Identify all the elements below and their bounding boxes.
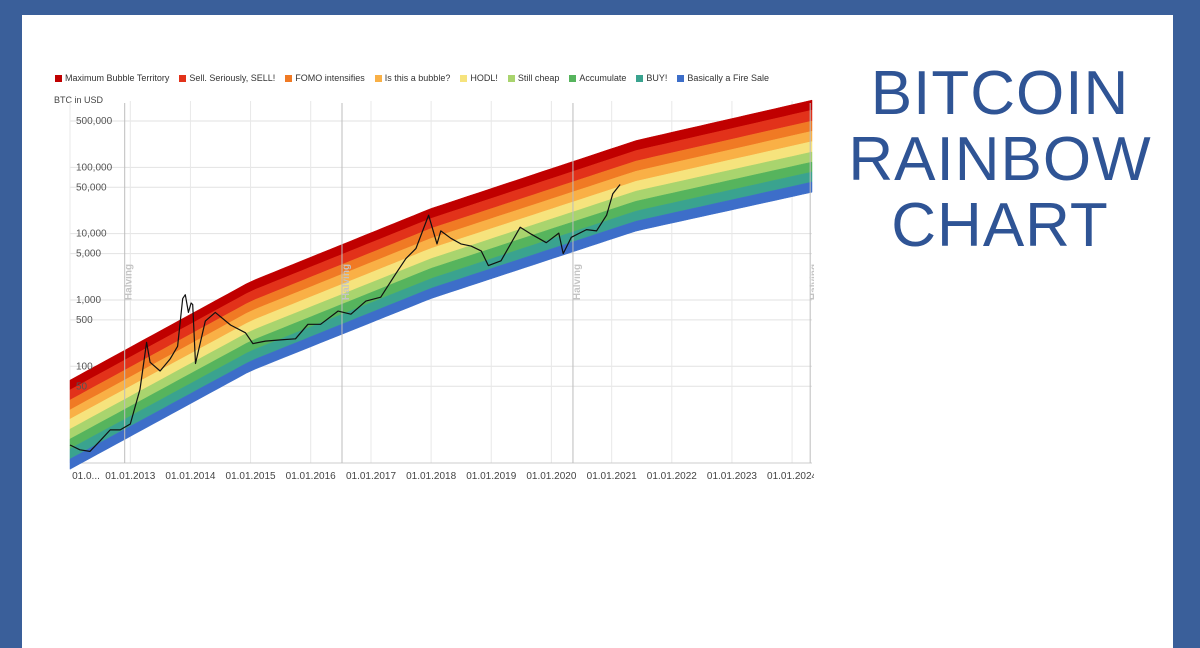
legend: Maximum Bubble Territory Sell. Seriously,… xyxy=(55,71,805,85)
y-tick-labels: 500,000 100,000 50,000 10,000 5,000 1,000 500 1… xyxy=(76,116,113,392)
legend-swatch-8 xyxy=(677,74,685,82)
legend-item-8: Basically a Fire Sale xyxy=(677,73,769,83)
halving-label-3: Halving xyxy=(809,264,814,300)
halving-label-1: Halving xyxy=(341,264,352,300)
legend-label-7: BUY! xyxy=(646,73,668,83)
x-tick-label-2: 01.01.2014 xyxy=(165,471,215,482)
legend-label-0: Maximum Bubble Territory xyxy=(65,73,170,83)
x-tick-label-7: 01.01.2019 xyxy=(466,471,516,482)
x-tick-label-9: 01.01.2021 xyxy=(587,471,637,482)
title-line-1: BITCOIN xyxy=(870,59,1130,128)
y-tick-label-4: 5,000 xyxy=(76,249,101,260)
legend-swatch-0 xyxy=(55,74,62,82)
x-tick-labels: 01.0... 01.01.2013 01.01.2014 01.01.2015 01.… xyxy=(72,471,814,482)
title-line-2: RAINBOW xyxy=(848,125,1152,194)
legend-swatch-4 xyxy=(460,74,468,82)
legend-swatch-5 xyxy=(507,74,515,82)
y-tick-label-5: 1,000 xyxy=(76,295,101,306)
legend-swatch-2 xyxy=(285,74,293,82)
legend-item-4: HODL! xyxy=(460,73,498,83)
legend-item-7: BUY! xyxy=(636,73,667,83)
page-title: BITCOIN RAINBOW CHART xyxy=(830,61,1170,259)
x-tick-label-5: 01.01.2017 xyxy=(346,471,396,482)
x-tick-label-6: 01.01.2018 xyxy=(406,471,456,482)
legend-item-2: FOMO intensifies xyxy=(285,73,365,83)
legend-label-6: Accumulate xyxy=(579,73,627,83)
x-tick-label-8: 01.01.2020 xyxy=(526,471,576,482)
legend-swatch-6 xyxy=(569,74,577,82)
y-tick-label-6: 500 xyxy=(76,315,93,326)
y-tick-label-7: 100 xyxy=(76,361,93,372)
x-tick-label-4: 01.01.2016 xyxy=(286,471,336,482)
legend-label-3: Is this a bubble? xyxy=(384,73,451,83)
x-tick-label-10: 01.01.2022 xyxy=(647,471,697,482)
band-8 xyxy=(69,181,813,470)
x-tick-label-0: 01.0... xyxy=(72,471,100,482)
x-tick-label-11: 01.01.2023 xyxy=(707,471,757,482)
y-tick-label-3: 10,000 xyxy=(76,229,107,240)
y-axis-label: BTC in USD xyxy=(54,95,104,105)
legend-label-8: Basically a Fire Sale xyxy=(687,73,769,83)
x-tick-label-1: 01.01.2013 xyxy=(105,471,155,482)
card: Maximum Bubble Territory Sell. Seriously,… xyxy=(22,15,1173,648)
chart-plot: Halving Halving Halving Halving 500,000 100,… xyxy=(69,99,814,482)
legend-swatch-7 xyxy=(636,74,644,82)
title-line-3: CHART xyxy=(891,191,1109,260)
legend-item-6: Accumulate xyxy=(569,73,626,83)
legend-label-4: HODL! xyxy=(470,73,498,83)
rainbow-bands xyxy=(69,99,813,470)
x-tick-label-12: 01.01.2024 xyxy=(767,471,814,482)
legend-item-5: Still cheap xyxy=(507,73,560,83)
legend-item-1: Sell. Seriously, SELL! xyxy=(179,73,275,83)
legend-label-2: FOMO intensifies xyxy=(295,73,365,83)
y-tick-label-0: 500,000 xyxy=(76,116,113,127)
legend-item-0: Maximum Bubble Territory xyxy=(55,73,169,83)
y-tick-label-8: 50 xyxy=(76,381,88,392)
price-series xyxy=(69,184,621,452)
legend-swatch-3 xyxy=(374,74,382,82)
legend-item-3: Is this a bubble? xyxy=(374,73,451,83)
y-tick-label-1: 100,000 xyxy=(76,162,113,173)
x-tick-label-3: 01.01.2015 xyxy=(226,471,276,482)
price-line xyxy=(69,184,621,452)
legend-label-1: Sell. Seriously, SELL! xyxy=(189,73,276,83)
y-tick-label-2: 50,000 xyxy=(76,182,107,193)
legend-label-5: Still cheap xyxy=(517,73,560,83)
halving-label-2: Halving xyxy=(572,264,583,300)
rainbow-chart: Maximum Bubble Territory Sell. Seriously,… xyxy=(48,57,814,493)
legend-swatch-1 xyxy=(179,74,187,82)
halving-lines: Halving Halving Halving Halving xyxy=(124,103,814,463)
halving-label-0: Halving xyxy=(124,264,135,300)
